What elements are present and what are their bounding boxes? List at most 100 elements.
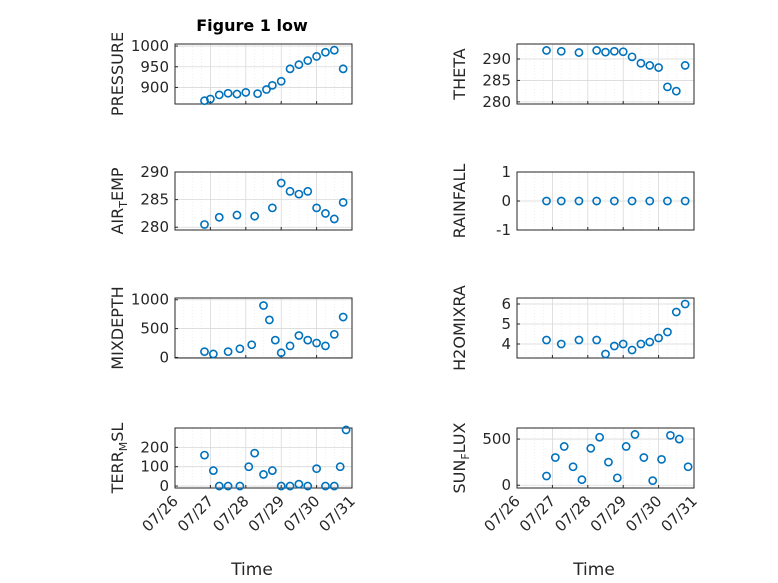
data-point — [303, 335, 313, 345]
y-tick-label: 950 — [140, 58, 169, 76]
axes-box — [516, 427, 695, 489]
data-point — [232, 89, 242, 99]
data-point — [241, 88, 251, 97]
data-point — [294, 189, 304, 199]
x-tick-label: 07/30 — [622, 492, 665, 535]
y-axis-label-main: AIR — [108, 208, 127, 235]
data-point — [657, 454, 666, 464]
x-tick-label: 07/31 — [658, 492, 701, 535]
figure-title: Figure 1 low — [196, 16, 308, 35]
x-tick-label: 07/28 — [551, 492, 594, 535]
data-point — [542, 335, 551, 345]
axes-box — [174, 297, 353, 359]
y-axis-label: THETA — [450, 48, 469, 100]
data-point — [609, 196, 619, 206]
data-point — [223, 481, 233, 491]
data-point — [592, 196, 602, 206]
y-tick-label: 0 — [501, 476, 511, 494]
data-point — [671, 86, 681, 96]
y-tick-label: 5 — [501, 315, 511, 333]
data-point — [294, 60, 304, 70]
data-point — [200, 220, 209, 229]
data-point — [680, 299, 690, 309]
subplot-6: 4 5 6 H2OMIXRA — [450, 285, 695, 371]
data-point — [341, 425, 351, 435]
data-point — [208, 466, 218, 475]
data-point — [556, 339, 566, 349]
data-point — [267, 203, 277, 213]
data-point — [338, 312, 348, 322]
data-point — [223, 347, 233, 357]
data-point — [276, 348, 286, 358]
data-point — [645, 61, 655, 70]
data-point — [645, 196, 655, 206]
data-point — [335, 462, 345, 472]
data-point — [680, 196, 690, 206]
data-point — [338, 64, 348, 74]
data-point — [542, 471, 551, 481]
data-point — [235, 344, 245, 354]
data-point — [250, 211, 260, 221]
data-point — [321, 481, 330, 491]
y-axis-label: MIXDEPTH — [108, 286, 127, 369]
data-point — [609, 341, 619, 351]
y-tick-label: -1 — [496, 221, 511, 239]
data-point — [303, 186, 313, 196]
y-axis-label-subscript: M — [117, 442, 130, 452]
data-point — [214, 90, 224, 100]
data-point — [270, 335, 280, 345]
data-point — [264, 315, 274, 325]
data-point — [636, 339, 646, 349]
data-point — [559, 442, 569, 451]
y-tick-label: 280 — [482, 93, 511, 111]
data-point — [577, 475, 587, 485]
data-point — [648, 476, 658, 486]
y-tick-label: 285 — [482, 71, 511, 89]
y-tick-label: 0 — [501, 192, 511, 210]
y-axis-label-main: PRESSURE — [108, 32, 127, 116]
y-tick-label: 6 — [501, 295, 511, 313]
data-point — [329, 45, 339, 55]
y-tick-label: 4 — [501, 335, 511, 353]
data-point — [214, 212, 224, 222]
data-point — [338, 197, 348, 207]
data-point — [253, 89, 262, 99]
data-point — [627, 52, 637, 62]
data-point — [276, 481, 286, 491]
data-point — [321, 341, 330, 351]
y-tick-label: 500 — [482, 430, 511, 448]
data-point — [312, 464, 321, 474]
axes-box — [174, 427, 353, 489]
data-point — [247, 340, 257, 350]
x-tick-label: 07/29 — [587, 492, 630, 535]
data-point — [200, 347, 209, 357]
data-point — [303, 481, 313, 491]
y-tick-label: 1000 — [131, 37, 169, 55]
y-axis-label-main: MIXDEPTH — [108, 286, 127, 369]
y-tick-label: 1 — [501, 163, 511, 181]
data-point — [244, 462, 254, 472]
y-axis-label-main: THETA — [450, 48, 469, 100]
data-point — [680, 61, 690, 70]
data-point — [235, 481, 245, 491]
data-point — [574, 48, 584, 57]
y-axis-label: RAINFALL — [450, 164, 469, 239]
y-axis-label: H2OMIXRA — [450, 285, 469, 371]
axes-box — [516, 43, 695, 105]
y-tick-label: 280 — [140, 218, 169, 236]
data-point — [604, 457, 613, 467]
data-point — [636, 58, 646, 68]
data-point — [595, 432, 604, 442]
y-axis-label-end: EMP — [108, 167, 127, 201]
axes-box — [174, 171, 353, 231]
y-axis-label-end: SL — [108, 423, 127, 442]
y-axis-label: SUNFLUX — [450, 422, 472, 493]
data-point — [200, 96, 209, 106]
y-axis-label-main: SUN — [450, 460, 469, 494]
data-point — [645, 337, 655, 347]
y-axis-label-main: H2OMIXRA — [450, 285, 469, 371]
